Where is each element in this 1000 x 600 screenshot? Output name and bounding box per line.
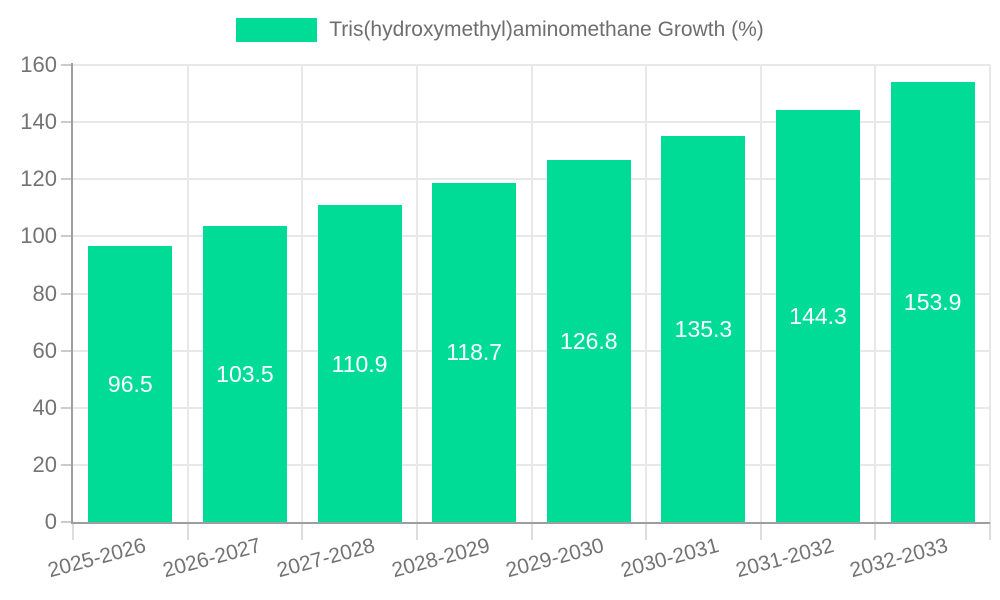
bar-value-label: 96.5 [107, 371, 153, 398]
x-axis-tick [186, 522, 189, 540]
y-axis-tick [61, 463, 73, 466]
y-axis-tick-label: 40 [32, 394, 57, 420]
y-axis-tick-label: 100 [20, 223, 57, 249]
bar [202, 226, 287, 522]
gridline-vertical [759, 65, 762, 522]
gridline-vertical [301, 65, 304, 522]
gridline-vertical [186, 65, 189, 522]
bar-value-label: 144.3 [789, 302, 847, 329]
bar-value-label: 135.3 [674, 315, 733, 342]
bar [776, 109, 861, 522]
chart-legend: Tris(hydroxymethyl)aminomethane Growth (… [0, 18, 1000, 42]
x-axis-tick [989, 522, 991, 540]
gridline-vertical [645, 65, 648, 522]
y-axis-tick [61, 349, 73, 352]
y-axis-tick-label: 60 [32, 337, 57, 363]
gridline-vertical [530, 65, 533, 522]
x-axis-tick-label: 2029-2030 [503, 534, 607, 583]
bar-value-label: 110.9 [331, 350, 388, 377]
x-axis-tick [72, 522, 74, 540]
x-axis-tick-label: 2032-2033 [847, 534, 951, 583]
y-axis-tick [61, 292, 73, 295]
y-axis-tick-label: 140 [20, 109, 57, 135]
bar-value-label: 126.8 [560, 327, 618, 354]
gridline-vertical [989, 65, 991, 522]
x-axis-tick [759, 522, 762, 540]
bar [432, 182, 517, 522]
x-axis-line [71, 522, 990, 524]
y-axis-tick [61, 235, 73, 238]
gridline-vertical [415, 65, 418, 522]
y-axis-tick-label: 20 [32, 451, 57, 477]
y-axis-tick [61, 178, 73, 181]
bar-value-label: 103.5 [216, 361, 274, 388]
bar-value-label: 118.7 [446, 339, 503, 366]
y-axis-tick-label: 80 [32, 280, 57, 306]
x-axis-tick [530, 522, 533, 540]
y-axis-tick [61, 64, 73, 66]
bar [661, 135, 746, 522]
x-axis-tick [415, 522, 418, 540]
y-axis-tick-label: 160 [20, 52, 57, 77]
gridline-vertical [874, 65, 877, 522]
x-axis-tick-label: 2030-2031 [618, 534, 722, 583]
x-axis-tick-label: 2027-2028 [274, 534, 378, 583]
y-axis-tick [61, 121, 73, 124]
legend-swatch [236, 18, 318, 42]
y-axis-tick-label: 120 [20, 166, 57, 192]
x-axis-tick-label: 2028-2029 [389, 534, 493, 583]
x-axis-tick [645, 522, 648, 540]
y-axis-tick [61, 521, 73, 523]
x-axis-tick [301, 522, 304, 540]
y-axis-tick-label: 0 [44, 509, 57, 534]
bar-value-label: 153.9 [903, 289, 962, 316]
x-axis-tick-label: 2025-2026 [45, 534, 149, 583]
legend-label: Tris(hydroxymethyl)aminomethane Growth (… [329, 18, 764, 41]
bar [88, 246, 173, 522]
y-axis-tick [61, 406, 73, 409]
bar [546, 159, 631, 522]
bar [317, 205, 402, 522]
x-axis-tick-label: 2026-2027 [159, 534, 263, 583]
bar [890, 82, 975, 522]
y-axis-line [71, 63, 73, 522]
x-axis-tick-label: 2031-2032 [733, 534, 837, 583]
x-axis-tick [874, 522, 877, 540]
